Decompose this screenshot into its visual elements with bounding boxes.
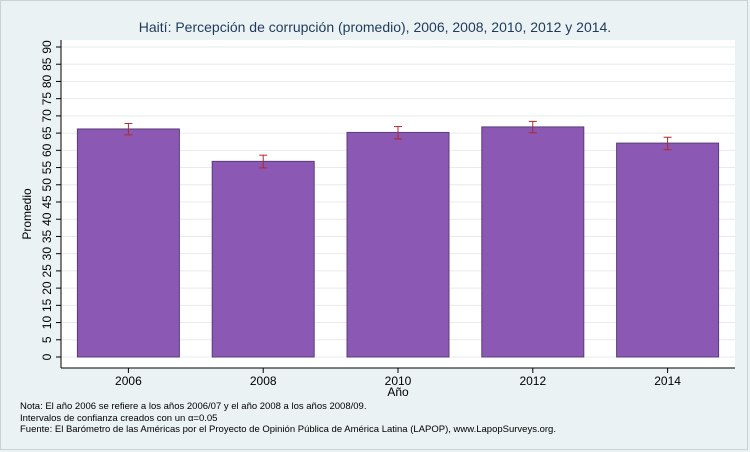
y-tick-label: 55 — [40, 161, 54, 175]
y-tick-label: 60 — [40, 143, 54, 157]
note-years: Nota: El año 2006 se refiere a los años … — [20, 401, 367, 412]
x-axis-label: Año — [387, 385, 409, 399]
y-axis: 0 5 10 15 20 25 30 35 40 45 50 55 60 65 70 75 80 85 90 — [40, 40, 62, 368]
y-tick-label: 75 — [40, 92, 54, 106]
y-tick-label: 45 — [40, 195, 54, 209]
bar-2006 — [76, 128, 180, 358]
error-bars — [124, 120, 672, 169]
y-tick-label: 10 — [40, 316, 54, 330]
y-tick-label: 85 — [40, 57, 54, 71]
x-tick-label: 2006 — [115, 374, 142, 388]
y-tick-label: 0 — [40, 353, 54, 360]
y-tick-label: 25 — [40, 264, 54, 278]
bar-2010 — [346, 131, 450, 358]
bar-2012 — [481, 126, 585, 358]
x-axis: 2006 2008 2010 2012 2014 — [61, 367, 735, 388]
y-axis-label: Promedio — [20, 188, 34, 240]
y-tick-label: 15 — [40, 298, 54, 312]
y-tick-label: 35 — [40, 229, 54, 243]
y-tick-label: 65 — [40, 126, 54, 140]
y-tick-label: 5 — [40, 336, 54, 343]
y-tick-label: 30 — [40, 247, 54, 261]
note-source: Fuente: El Barómetro de las Américas por… — [20, 424, 556, 435]
x-tick-label: 2010 — [385, 374, 412, 388]
bars — [76, 126, 720, 358]
x-tick-label: 2014 — [654, 374, 681, 388]
bar-2008 — [211, 160, 315, 358]
y-tick-label: 80 — [40, 74, 54, 88]
notes: Nota: El año 2006 se refiere a los años … — [20, 401, 556, 436]
chart-title: Haití: Percepción de corrupción (promedi… — [138, 19, 612, 35]
y-tick-label: 50 — [40, 178, 54, 192]
bar-2014 — [616, 142, 720, 358]
x-tick-label: 2008 — [250, 374, 277, 388]
y-tick-label: 40 — [40, 212, 54, 226]
note-confidence: Intervalos de confianza creados con un α… — [20, 412, 218, 424]
y-tick-label: 90 — [40, 40, 54, 54]
y-tick-label: 20 — [40, 281, 54, 295]
y-tick-label: 70 — [40, 109, 54, 123]
x-tick-label: 2012 — [519, 374, 546, 388]
